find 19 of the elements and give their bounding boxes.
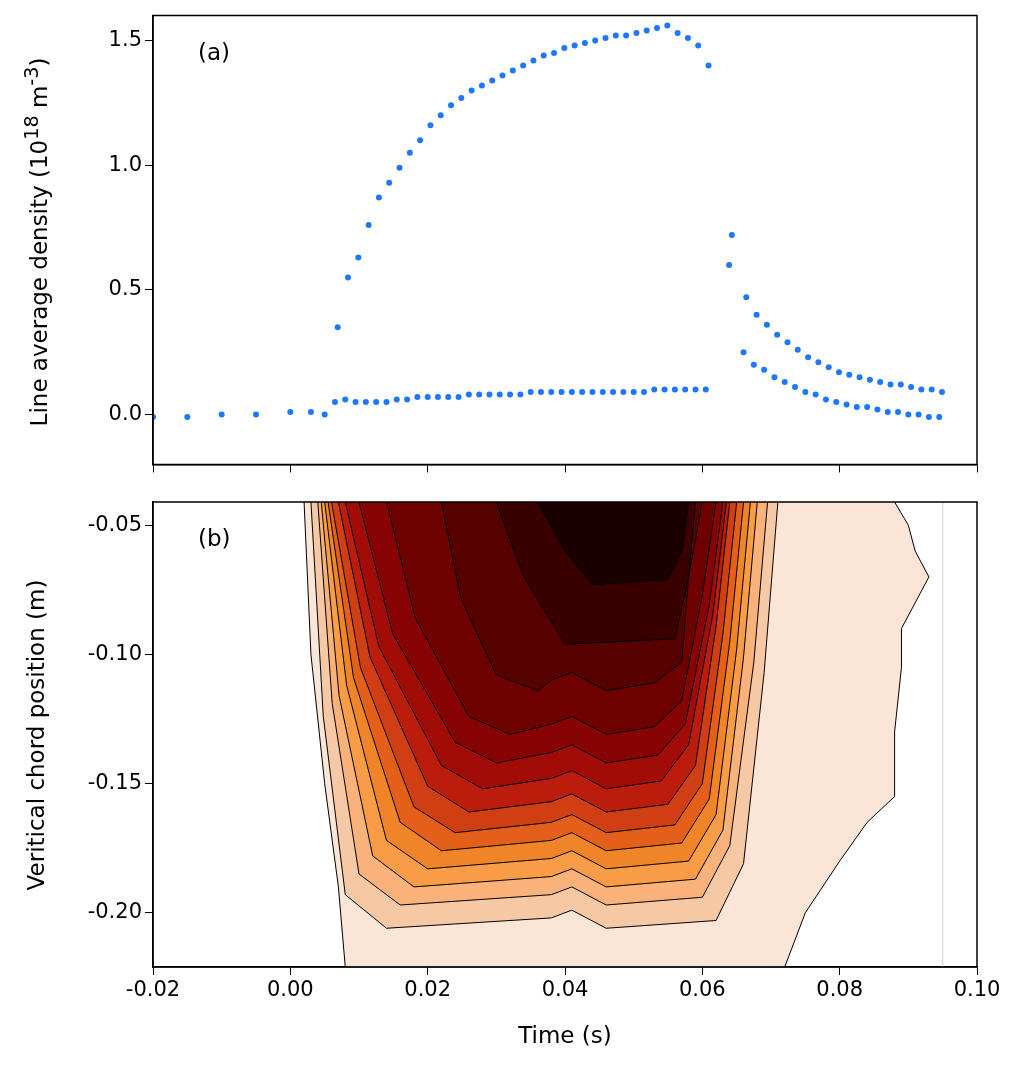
x-tick-label: 0.10 <box>953 977 1001 1002</box>
x-tick-label: 0.08 <box>816 977 864 1002</box>
y-axis-title: Veritical chord position (m) <box>23 579 49 890</box>
annotation: (a) <box>198 38 231 65</box>
x-tick-label: -0.02 <box>125 977 181 1002</box>
y-tick-label: 0.0 <box>108 400 142 425</box>
y-tick-label: -0.20 <box>87 899 142 924</box>
y-tick-label: 0.5 <box>108 276 142 301</box>
x-tick-label: 0.00 <box>266 977 314 1002</box>
y-tick-label: -0.10 <box>87 640 142 665</box>
y-tick-label: -0.05 <box>87 511 142 536</box>
x-axis-title: Time (s) <box>518 1022 612 1048</box>
annotation: (b) <box>198 524 231 551</box>
x-tick-label: 0.04 <box>541 977 589 1002</box>
x-tick-label: 0.02 <box>404 977 452 1002</box>
y-tick-label: -0.15 <box>87 770 142 795</box>
x-tick-label: 0.06 <box>678 977 726 1002</box>
y-tick-label: 1.0 <box>108 151 142 176</box>
y-tick-label: 1.5 <box>108 26 142 51</box>
